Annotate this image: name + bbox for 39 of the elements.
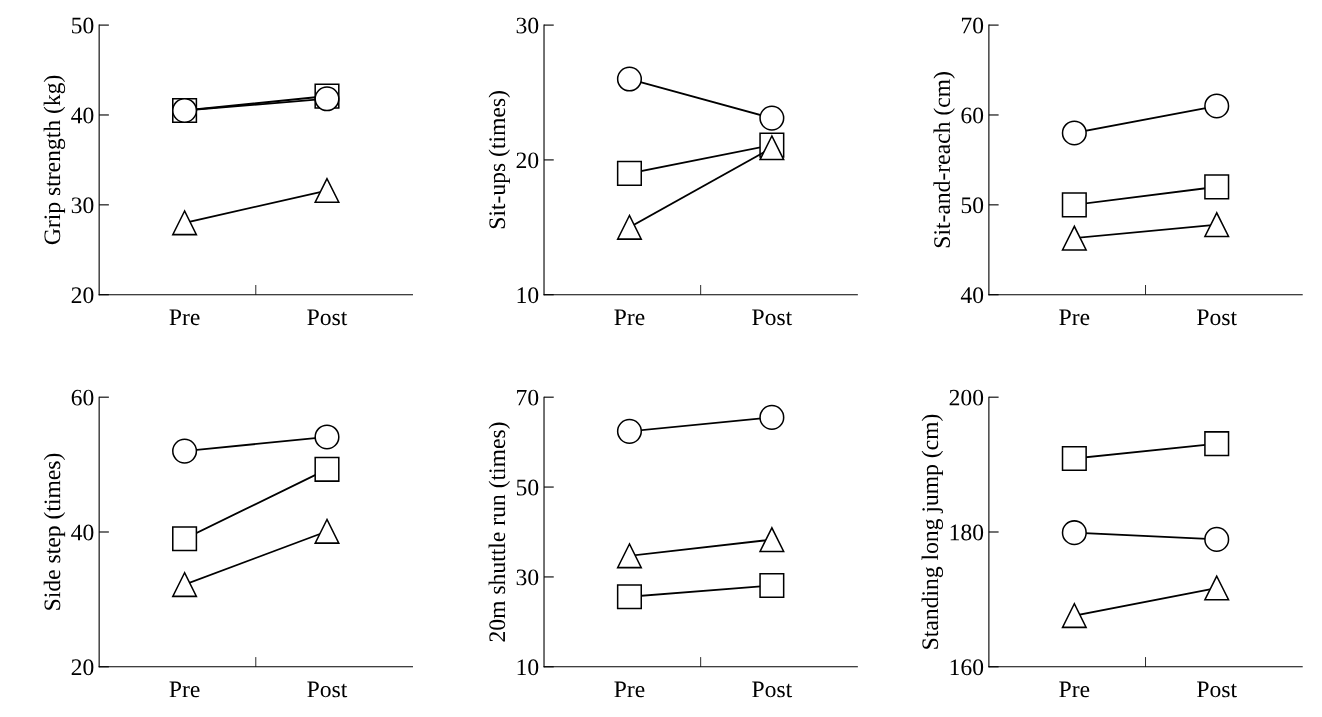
x-tick-label: Pre [169, 681, 200, 698]
y-tick-label: 180 [950, 524, 984, 541]
y-tick-label: 10 [517, 659, 539, 676]
x-tick-label: Pre [1059, 309, 1090, 326]
y-axis-title: Side step (times) [43, 453, 66, 610]
x-tick-label: Pre [1059, 681, 1090, 698]
y-axis-title: Sit-and-reach (cm) [933, 72, 955, 248]
y-tick-label: 60 [71, 389, 94, 406]
y-tick-label: 30 [71, 197, 94, 214]
y-tick-label: 50 [961, 197, 984, 214]
y-tick-label: 20 [516, 152, 539, 169]
x-tick-label: Post [752, 309, 793, 326]
y-axis-title: 20m shuttle run (times) [488, 422, 510, 642]
y-tick-label: 70 [517, 389, 539, 406]
y-axis-title: Grip strength (kg) [43, 75, 66, 245]
x-tick-label: Pre [614, 309, 645, 326]
y-tick-label: 20 [71, 659, 94, 676]
x-tick-label: Post [752, 681, 793, 698]
y-tick-label: 60 [961, 107, 984, 124]
y-tick-label: 20 [71, 287, 94, 304]
x-tick-label: Post [1197, 309, 1237, 326]
y-tick-label: 10 [517, 287, 539, 304]
y-tick-label: 40 [960, 287, 984, 304]
x-tick-label: Post [307, 309, 348, 326]
y-tick-label: 160 [950, 659, 984, 676]
y-tick-label: 50 [516, 479, 539, 496]
y-tick-label: 40 [71, 524, 94, 541]
y-tick-label: 70 [961, 17, 984, 34]
y-tick-label: 200 [949, 389, 984, 406]
x-tick-label: Post [307, 681, 348, 698]
y-tick-label: 30 [516, 17, 539, 34]
y-tick-label: 30 [516, 569, 539, 586]
y-tick-label: 50 [72, 17, 94, 34]
x-tick-label: Pre [614, 681, 645, 698]
y-axis-title: Standing long jump (cm) [921, 414, 944, 649]
x-tick-label: Post [1197, 681, 1237, 698]
y-tick-label: 40 [71, 107, 94, 124]
y-axis-title: Sit-ups (times) [488, 91, 510, 229]
x-tick-label: Pre [169, 309, 200, 326]
